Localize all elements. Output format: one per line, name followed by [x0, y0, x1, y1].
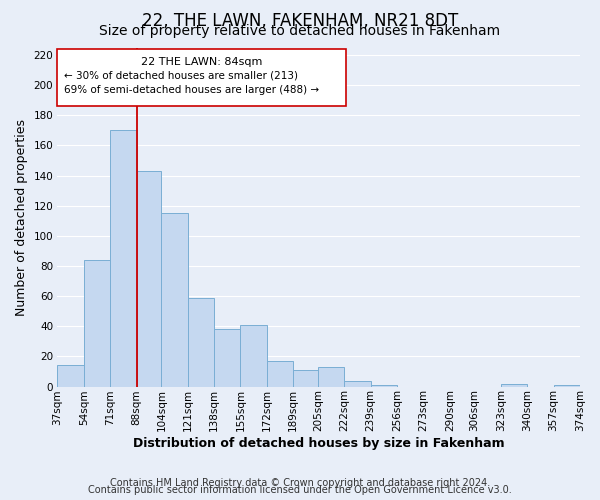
Bar — [293, 370, 318, 386]
Y-axis label: Number of detached properties: Number of detached properties — [15, 118, 28, 316]
Text: Size of property relative to detached houses in Fakenham: Size of property relative to detached ho… — [100, 24, 500, 38]
Bar — [58, 366, 84, 386]
Bar — [188, 298, 214, 386]
Bar — [267, 361, 293, 386]
Bar — [161, 214, 188, 386]
Text: 22 THE LAWN: 84sqm: 22 THE LAWN: 84sqm — [141, 56, 262, 66]
Bar — [501, 384, 527, 386]
Bar — [371, 385, 397, 386]
Text: 69% of semi-detached houses are larger (488) →: 69% of semi-detached houses are larger (… — [64, 85, 319, 95]
X-axis label: Distribution of detached houses by size in Fakenham: Distribution of detached houses by size … — [133, 437, 505, 450]
Bar — [137, 171, 161, 386]
Bar — [318, 367, 344, 386]
Bar — [84, 260, 110, 386]
Text: Contains HM Land Registry data © Crown copyright and database right 2024.: Contains HM Land Registry data © Crown c… — [110, 478, 490, 488]
Bar — [554, 385, 580, 386]
Bar — [241, 325, 267, 386]
Bar — [344, 380, 371, 386]
Text: 22, THE LAWN, FAKENHAM, NR21 8DT: 22, THE LAWN, FAKENHAM, NR21 8DT — [142, 12, 458, 30]
FancyBboxPatch shape — [58, 49, 346, 106]
Bar — [214, 330, 241, 386]
Text: Contains public sector information licensed under the Open Government Licence v3: Contains public sector information licen… — [88, 485, 512, 495]
Text: ← 30% of detached houses are smaller (213): ← 30% of detached houses are smaller (21… — [64, 70, 298, 80]
Bar — [110, 130, 137, 386]
